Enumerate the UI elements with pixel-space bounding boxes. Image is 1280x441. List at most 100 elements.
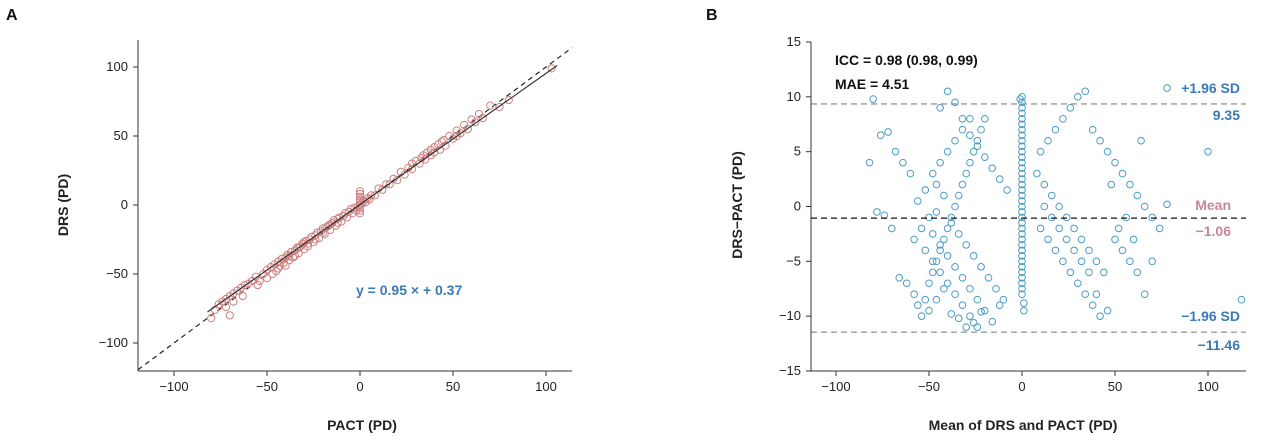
panel-b-point <box>988 164 997 172</box>
panel-b-point <box>1018 235 1026 244</box>
panel-b-point <box>954 230 963 238</box>
panel-b-lower-value: −11.46 <box>1198 337 1241 353</box>
panel-b-point <box>951 136 959 145</box>
panel-b-point <box>1018 279 1026 288</box>
panel-b-point <box>1020 299 1028 307</box>
panel-b-point <box>928 169 937 178</box>
panel-b-points <box>865 84 1246 331</box>
panel-a-point <box>370 191 379 200</box>
panel-b-point <box>1126 257 1134 266</box>
panel-b-point <box>873 208 881 216</box>
panel-b-point <box>932 180 941 189</box>
panel-b-point <box>969 147 978 156</box>
panel-b-point <box>1100 268 1108 277</box>
panel-b-x-tick-label: 100 <box>1197 379 1219 394</box>
panel-b-point <box>977 307 985 316</box>
panel-a-y-tick-label: 100 <box>106 59 128 74</box>
panel-b-point <box>962 169 971 178</box>
panel-a-point <box>547 64 556 73</box>
panel-a-point <box>407 165 417 174</box>
panel-b-point <box>1122 213 1130 222</box>
panel-b-point <box>940 284 948 293</box>
panel-b-point <box>902 279 911 288</box>
panel-b-point <box>1111 158 1119 167</box>
panel-b-point <box>1018 252 1026 260</box>
panel-b-point <box>1081 290 1090 299</box>
panel-a-point <box>253 280 262 290</box>
panel-b-point <box>1092 257 1101 266</box>
panel-b-point <box>1148 213 1156 222</box>
panel-a: A −100 −50 0 50 100 −100 −50 0 50 100 y = 0.95 × … <box>6 7 573 433</box>
panel-b-point <box>1018 136 1026 145</box>
panel-b-point <box>1077 257 1086 266</box>
panel-b-point <box>928 257 937 266</box>
panel-b-point <box>917 224 926 233</box>
panel-a-point <box>294 243 303 252</box>
panel-b-point <box>1047 213 1056 222</box>
panel-b-point <box>1003 186 1011 194</box>
panel-b-point <box>1018 268 1026 277</box>
panel-b-point <box>1163 84 1171 92</box>
panel-a-y-label: DRS (PD) <box>55 174 71 236</box>
panel-b-point <box>1118 169 1127 178</box>
panel-b-x-label: Mean of DRS and PACT (PD) <box>929 417 1118 433</box>
panel-b-point <box>1018 273 1026 282</box>
panel-b-lower-label: −1.96 SD <box>1181 308 1240 324</box>
panel-b-y-tick-label: −5 <box>786 253 801 268</box>
panel-b-point <box>921 295 930 304</box>
panel-b-point <box>947 219 956 227</box>
panel-b-point <box>1148 257 1156 266</box>
panel-b-y-tick-label: 0 <box>794 199 801 214</box>
panel-b-point <box>1044 136 1052 145</box>
panel-b-point <box>1018 104 1026 112</box>
panel-b-point <box>1163 200 1171 209</box>
panel-b-point <box>936 241 944 249</box>
panel-b-point <box>925 279 933 288</box>
panel-b-point <box>943 87 952 96</box>
panel-b-point <box>1126 180 1134 189</box>
panel-b-point <box>992 284 1000 293</box>
panel-a-regression-line <box>207 65 558 313</box>
panel-b-point <box>973 142 982 150</box>
panel-b-point <box>1074 93 1082 101</box>
panel-b-point <box>1092 290 1101 299</box>
panel-b-point <box>966 131 974 140</box>
panel-b-point <box>1051 125 1060 134</box>
panel-b-point <box>947 310 956 318</box>
panel-b-point <box>977 263 985 271</box>
panel-b-point <box>995 301 1004 310</box>
panel-a-point <box>207 314 216 323</box>
panel-b-point <box>1018 131 1026 140</box>
panel-b-point <box>1059 257 1067 266</box>
panel-a-point <box>365 195 374 204</box>
panel-a-point <box>274 264 283 273</box>
panel-b-point <box>1018 180 1026 189</box>
panel-b-point <box>1066 104 1075 112</box>
panel-b-point <box>925 213 933 222</box>
panel-a-point <box>221 303 231 312</box>
panel-b-point <box>1018 147 1026 156</box>
panel-a-x-tick-label: 100 <box>535 379 557 394</box>
panel-b-point <box>1018 120 1026 129</box>
panel-b-mean-label: Mean <box>1195 197 1231 213</box>
panel-b-point <box>973 295 982 304</box>
panel-b-point <box>1096 136 1104 145</box>
panel-b-point <box>951 290 959 299</box>
panel-b-point <box>1077 235 1086 244</box>
panel-a-point <box>426 145 435 154</box>
panel-b-point <box>977 125 985 134</box>
panel-b-point <box>1062 235 1071 244</box>
panel-b-point <box>1140 202 1149 211</box>
panel-b-point <box>1036 147 1045 156</box>
panel-b-point <box>1018 93 1026 101</box>
panel-b-point <box>1070 224 1078 233</box>
panel-b-point <box>1133 191 1142 200</box>
panel-b-point <box>951 98 959 107</box>
panel-b-point <box>1018 197 1026 205</box>
panel-b-point <box>1114 224 1123 233</box>
panel-b-point <box>958 273 967 282</box>
panel-a-point <box>452 131 461 141</box>
panel-b-point <box>1140 290 1149 299</box>
panel-b-point <box>1018 202 1026 211</box>
panel-b-letter: B <box>706 7 718 24</box>
